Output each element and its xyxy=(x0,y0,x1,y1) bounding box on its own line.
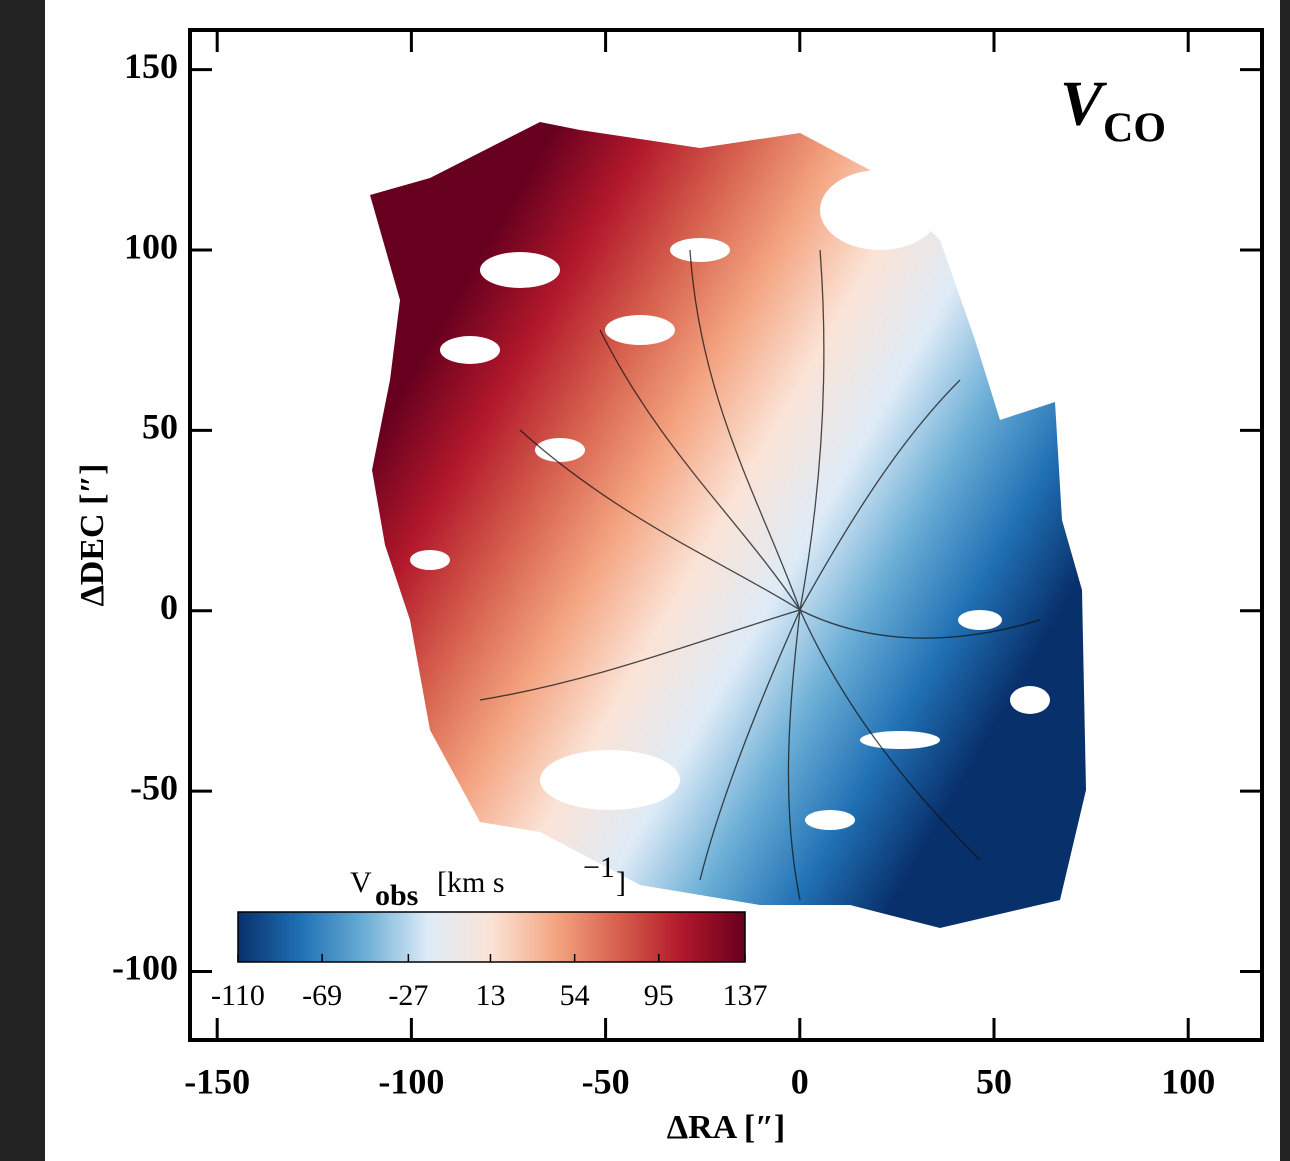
colorbar-label-sup: −1 xyxy=(583,851,615,884)
y-tick-label: -100 xyxy=(112,948,178,988)
colorbar-label-sub: obs xyxy=(375,879,418,912)
x-axis-label: ΔRA [″] xyxy=(667,1109,785,1146)
colorbar-tick-label: -110 xyxy=(211,979,265,1012)
y-tick-label: 150 xyxy=(124,46,178,86)
x-tick-label: -100 xyxy=(378,1061,444,1101)
plot-frame xyxy=(188,28,1264,1042)
colorbar-tick-label: -69 xyxy=(302,979,342,1012)
colorbar-tick-label: -27 xyxy=(388,979,428,1012)
y-tick-label: 0 xyxy=(160,587,178,627)
colorbar-tick-label: 137 xyxy=(723,979,768,1012)
colorbar-label-close: ] xyxy=(616,866,626,899)
y-tick-label: 50 xyxy=(142,407,178,447)
colorbar-label-unit: [km s xyxy=(437,866,505,899)
colorbar-tick-label: 54 xyxy=(560,979,590,1012)
title-subscript: CO xyxy=(1103,106,1166,152)
x-tick-label: 100 xyxy=(1161,1061,1215,1101)
y-tick-label: -50 xyxy=(130,767,178,807)
y-tick-label: 100 xyxy=(124,226,178,266)
colorbar-tick-label: 95 xyxy=(644,979,674,1012)
colorbar-tick-label: 13 xyxy=(475,979,505,1012)
colorbar xyxy=(237,911,746,963)
colorbar-label: V xyxy=(350,866,372,899)
x-tick-label: 0 xyxy=(791,1061,809,1101)
x-tick-label: -150 xyxy=(184,1061,250,1101)
x-tick-label: 50 xyxy=(976,1061,1012,1101)
y-axis-label: ΔDEC [″] xyxy=(74,463,111,606)
x-tick-label: -50 xyxy=(582,1061,630,1101)
title: V xyxy=(1060,68,1108,139)
